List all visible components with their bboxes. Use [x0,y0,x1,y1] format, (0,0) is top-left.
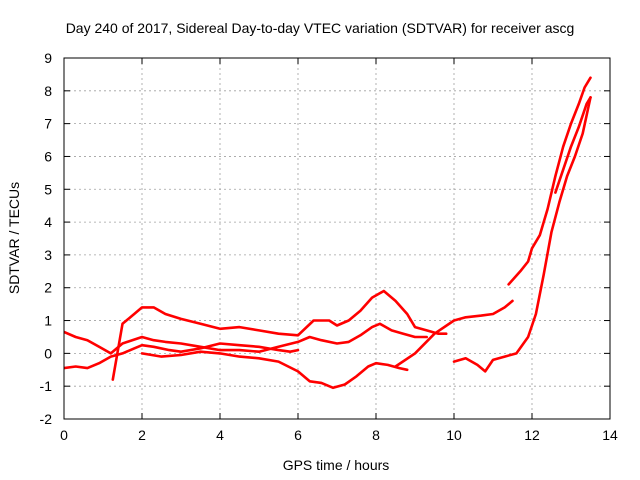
y-tick-label: 8 [44,83,52,99]
y-tick-label: 3 [44,247,52,263]
y-tick-label: 0 [44,345,52,361]
y-tick-label: 2 [44,280,52,296]
plot-frame [63,57,611,420]
x-tick-label: 14 [602,427,618,443]
chart-title: Day 240 of 2017, Sidereal Day-to-day VTE… [66,20,575,36]
series-track-lower [140,350,409,390]
y-axis-label: SDTVAR / TECUs [6,182,22,294]
y-tick-label: 5 [44,181,52,197]
series-track-middle-a [64,322,429,355]
y-tick-label: -2 [40,411,53,427]
series-track-upper [111,289,448,381]
y-tick-label: -1 [40,378,53,394]
series-track-rising-b [452,96,592,373]
y-tick-label: 9 [44,50,52,66]
y-tick-label: 4 [44,214,52,230]
y-tick-label: 7 [44,116,52,132]
y-tick-labels: -2 -1 0 1 2 3 4 5 6 7 8 9 [40,50,53,427]
x-tick-label: 12 [524,427,540,443]
x-tick-labels: 0 2 4 6 8 10 12 14 [60,427,618,443]
x-tick-label: 4 [216,427,224,443]
x-tick-label: 6 [294,427,302,443]
series-track-middle-b [64,342,300,370]
x-axis-label: GPS time / hours [283,457,390,473]
x-tick-label: 2 [138,427,146,443]
series-layer [64,76,592,390]
x-tick-label: 0 [60,427,68,443]
x-tick-label: 10 [446,427,462,443]
ticks [63,57,611,420]
y-tick-label: 6 [44,148,52,164]
series-track-rising-a [394,299,514,368]
series-track-steep-a [507,76,592,286]
grid [64,58,610,419]
x-tick-label: 8 [372,427,380,443]
y-tick-label: 1 [44,313,52,329]
series-track-steep-b [554,96,592,194]
